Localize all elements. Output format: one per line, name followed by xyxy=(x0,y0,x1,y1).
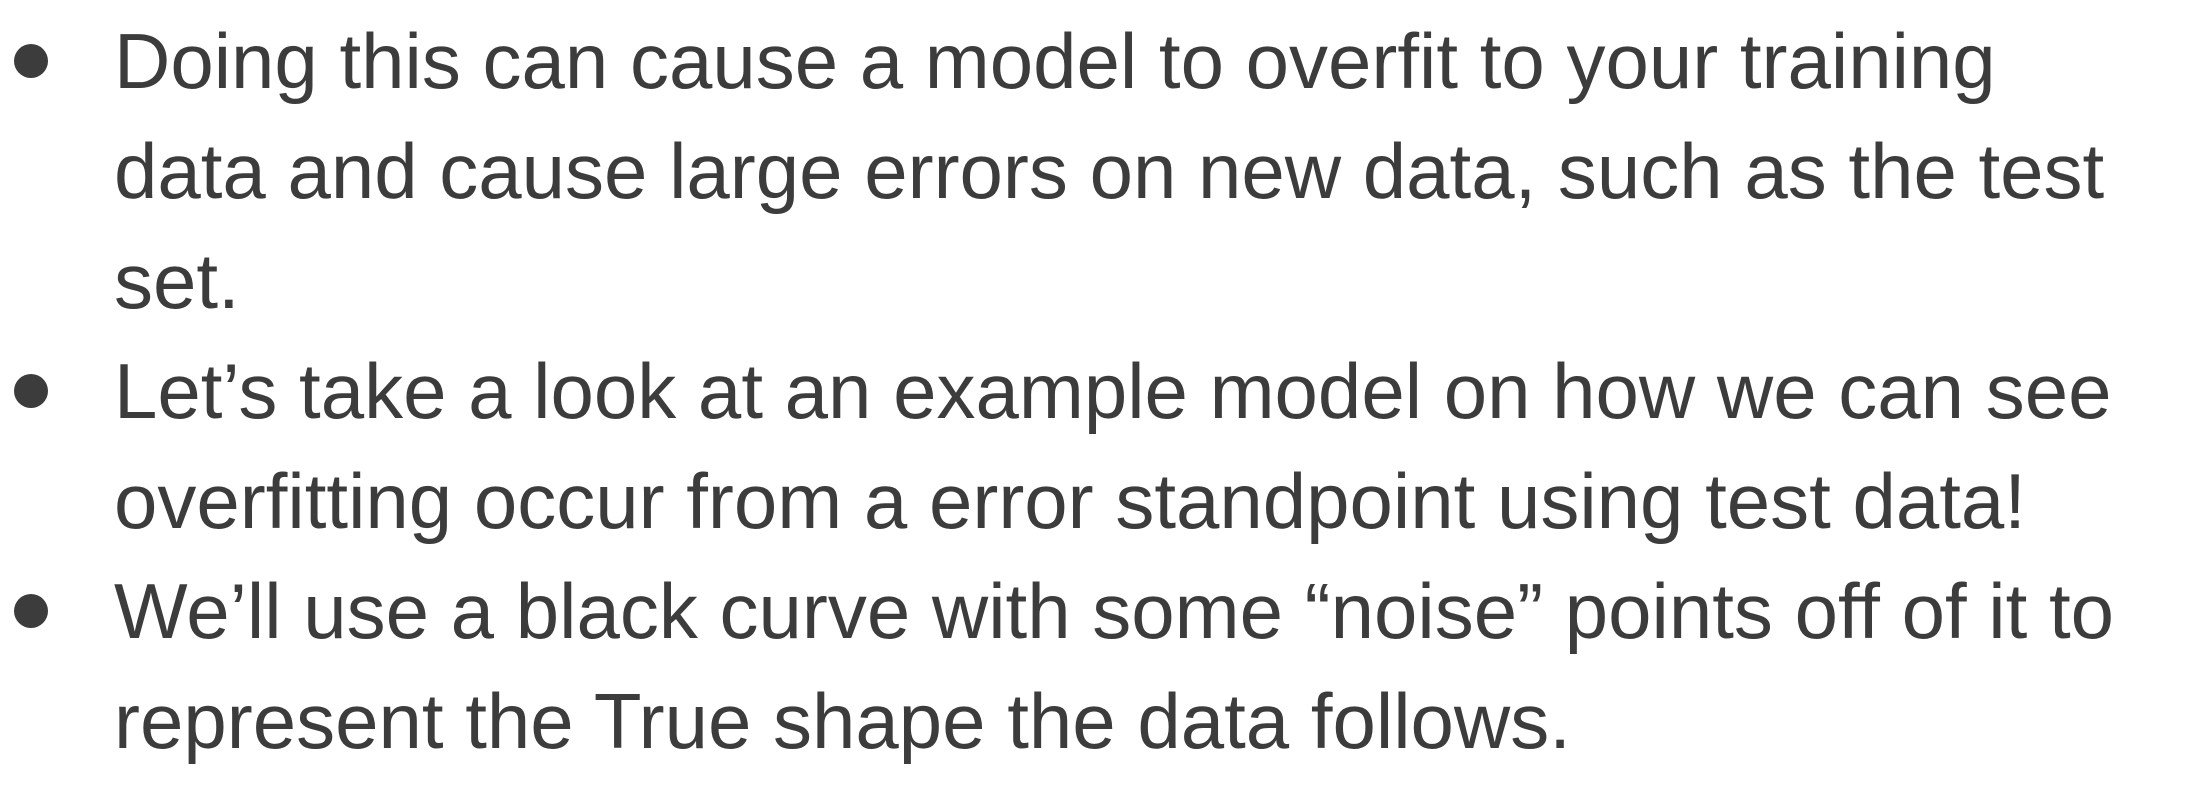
bullet-line: set. xyxy=(114,237,240,325)
bullet-dot-icon xyxy=(14,374,48,408)
bullet-line: Doing this can cause a model to overfit … xyxy=(114,17,1996,105)
bullet-item-3: We’ll use a black curve with some “noise… xyxy=(0,556,2198,776)
bullet-list: Doing this can cause a model to overfit … xyxy=(0,6,2198,776)
bullet-item-1: Doing this can cause a model to overfit … xyxy=(0,6,2198,336)
bullet-item-2: Let’s take a look at an example model on… xyxy=(0,336,2198,556)
bullet-line: data and cause large errors on new data,… xyxy=(114,127,2105,215)
bullet-dot-icon xyxy=(14,44,48,78)
bullet-line: overfitting occur from a error standpoin… xyxy=(114,457,2026,545)
bullet-line: represent the True shape the data follow… xyxy=(114,677,1571,765)
bullet-line: Let’s take a look at an example model on… xyxy=(114,347,2112,435)
bullet-dot-icon xyxy=(14,594,48,628)
bullet-line: We’ll use a black curve with some “noise… xyxy=(114,567,2115,655)
